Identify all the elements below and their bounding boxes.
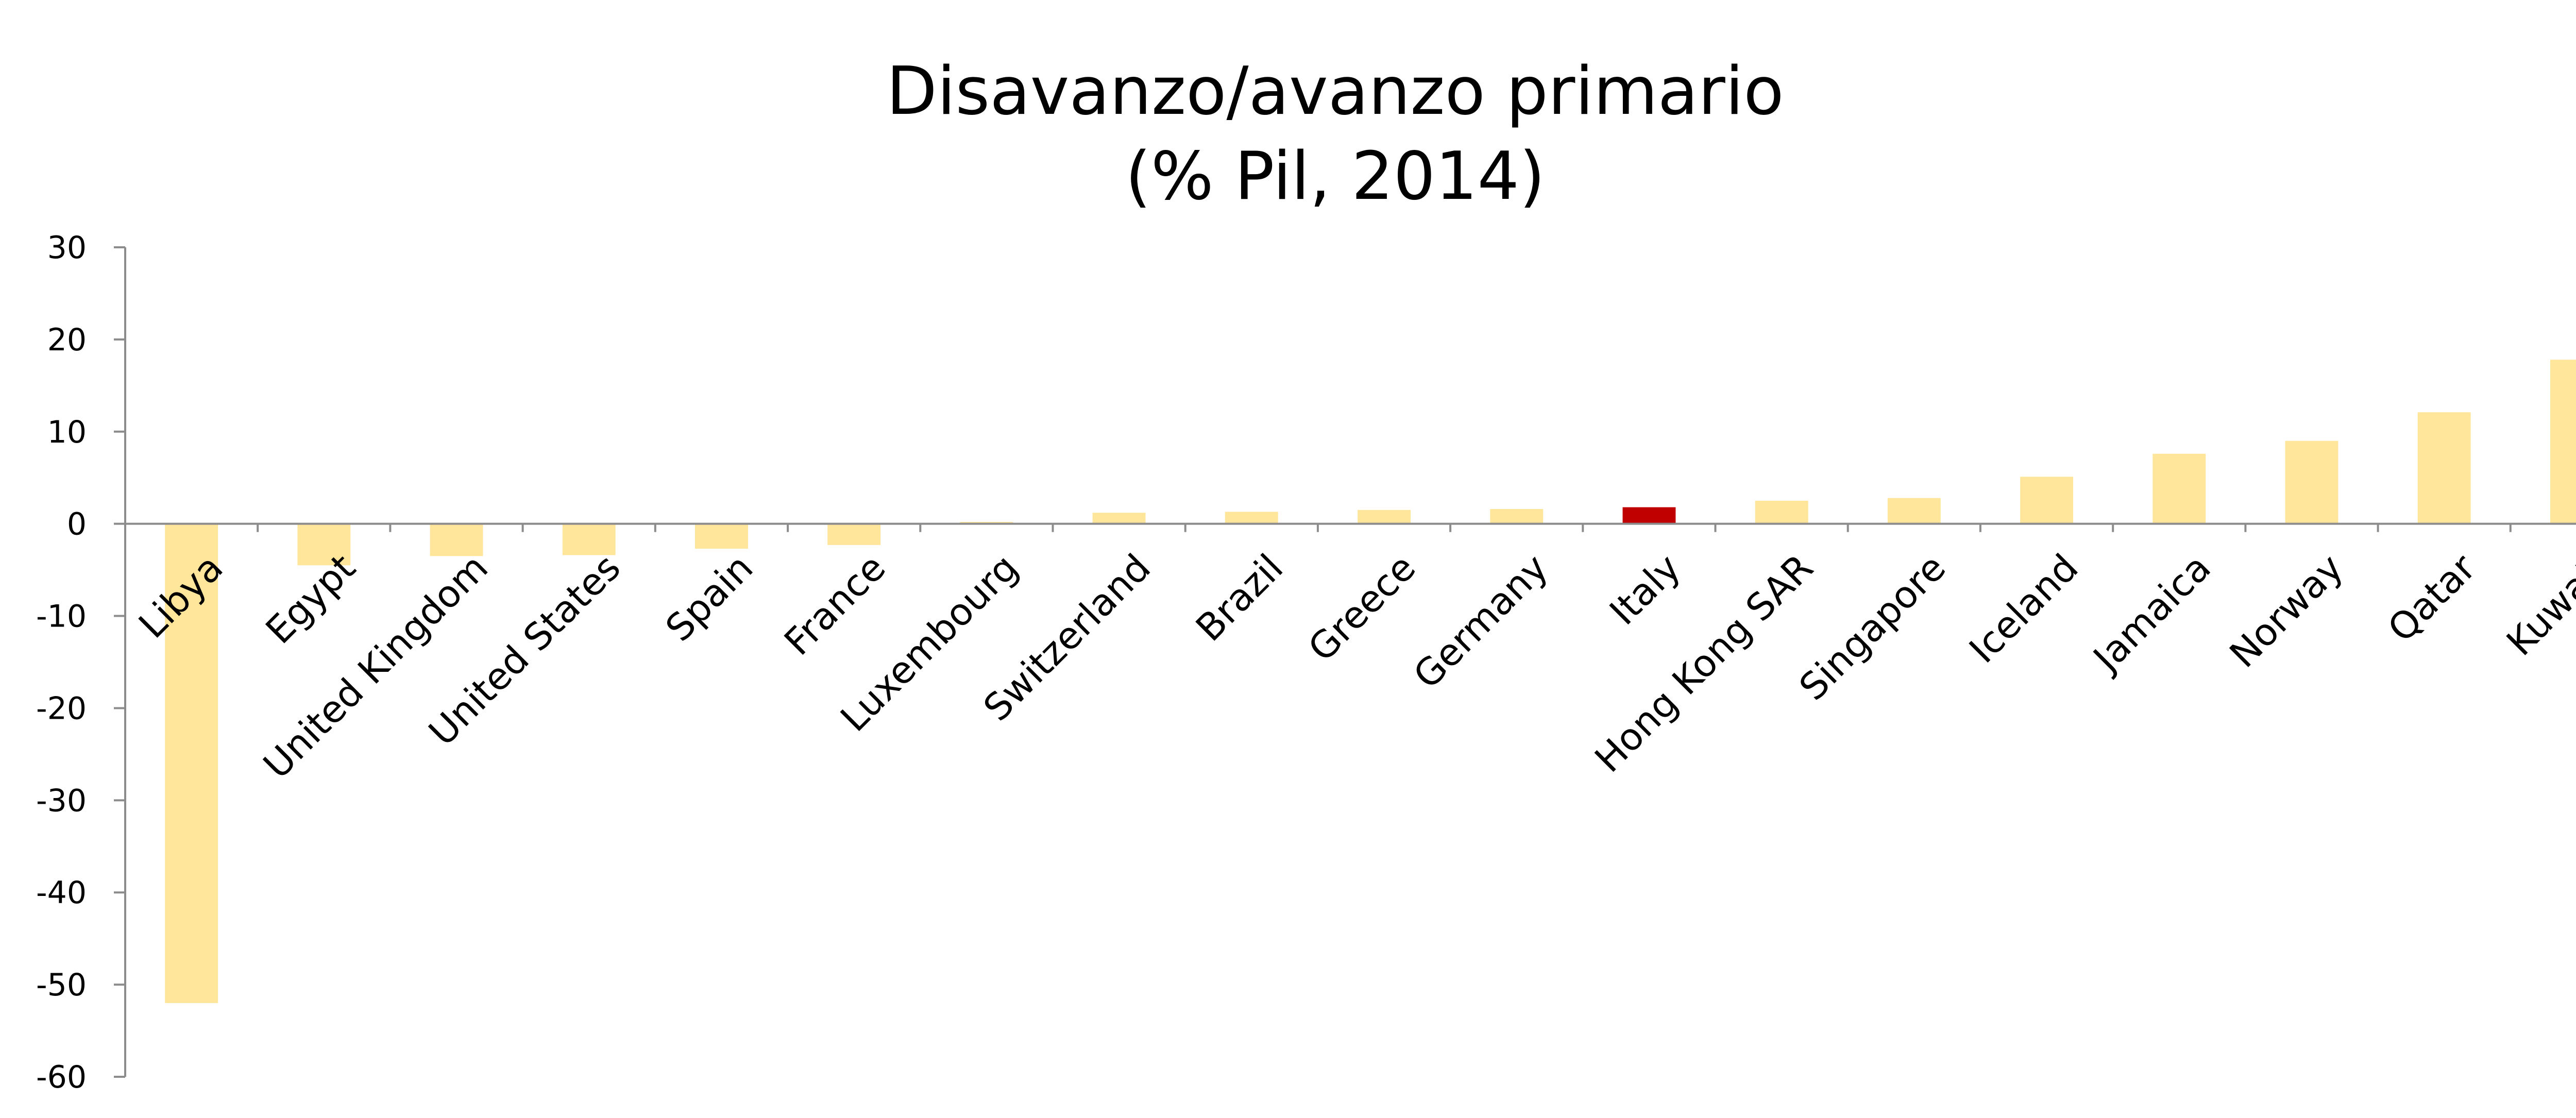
bar-kuwait: [2550, 360, 2576, 524]
y-tick-label: -50: [36, 967, 87, 1003]
chart-title-line-2: (% Pil, 2014): [1125, 138, 1545, 215]
bar-libya: [165, 523, 218, 1003]
bar-hong-kong-sar: [1755, 500, 1808, 524]
y-tick-label: 30: [47, 230, 87, 266]
bar-egypt: [297, 523, 351, 566]
bar-united-states: [562, 523, 616, 555]
category-label-qatar: Qatar: [2379, 546, 2484, 650]
bar-italy: [1622, 507, 1676, 524]
bar-switzerland: [1092, 513, 1146, 524]
bar-norway: [2285, 441, 2338, 524]
category-label-spain: Spain: [657, 546, 761, 650]
y-tick-labels: 30 20 10 0 -10 -20 -30 -40 -50 -60: [36, 230, 87, 1095]
bar-germany: [1490, 509, 1544, 524]
category-label-united-kingdom: United Kingdom: [255, 546, 496, 787]
y-tick-label: -20: [36, 690, 87, 726]
category-label-brazil: Brazil: [1188, 546, 1291, 649]
chart-title: Disavanzo/avanzo primario (% Pil, 2014): [0, 49, 2576, 219]
y-tick-label: -60: [36, 1059, 87, 1095]
bars-group: [165, 360, 2576, 1003]
category-label-jamaica: Jamaica: [2083, 546, 2219, 681]
y-tick-label: -10: [36, 599, 87, 635]
bar-france: [827, 523, 881, 545]
y-tick-label: -40: [36, 875, 87, 911]
y-tick-label: 10: [47, 414, 87, 450]
y-tick-label: 0: [67, 506, 87, 543]
category-label-singapore: Singapore: [1791, 546, 1954, 708]
category-label-kuwait: Kuwait: [2498, 546, 2576, 664]
category-label-italy: Italy: [1601, 546, 1689, 633]
chart-title-line-1: Disavanzo/avanzo primario: [886, 53, 1784, 130]
bar-qatar: [2417, 412, 2471, 524]
y-tick-label: 20: [47, 322, 87, 358]
axes-group: [114, 246, 2576, 1078]
bar-brazil: [1225, 512, 1278, 524]
bar-jamaica: [2153, 453, 2206, 524]
category-label-iceland: Iceland: [1961, 546, 2087, 671]
bar-singapore: [1887, 498, 1941, 524]
bar-spain: [695, 523, 748, 549]
category-label-hong-kong-sar: Hong Kong SAR: [1586, 546, 1821, 781]
category-label-france: France: [776, 546, 894, 664]
category-label-germany: Germany: [1405, 546, 1556, 697]
bar-greece: [1358, 510, 1411, 524]
bar-united-kingdom: [430, 523, 483, 556]
y-tick-label: -30: [36, 783, 87, 819]
bar-iceland: [2020, 477, 2073, 524]
category-label-greece: Greece: [1300, 546, 1424, 670]
category-label-norway: Norway: [2221, 546, 2351, 676]
